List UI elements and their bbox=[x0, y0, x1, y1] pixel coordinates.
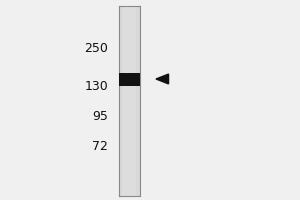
Text: 72: 72 bbox=[92, 140, 108, 152]
Polygon shape bbox=[156, 74, 169, 84]
Bar bbox=[118, 6, 140, 196]
Text: 95: 95 bbox=[92, 110, 108, 122]
Text: 293: 293 bbox=[116, 0, 142, 2]
Bar bbox=[118, 73, 140, 86]
Bar bbox=[122, 6, 136, 196]
Text: 250: 250 bbox=[84, 42, 108, 54]
Text: 130: 130 bbox=[84, 80, 108, 92]
